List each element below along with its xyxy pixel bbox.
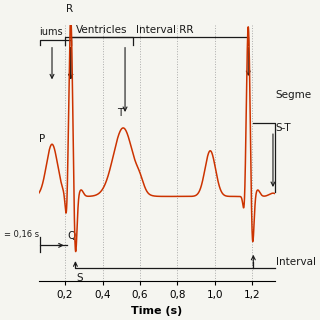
- Text: T: T: [117, 108, 124, 118]
- Text: S: S: [76, 273, 83, 283]
- Text: = 0,16 s: = 0,16 s: [4, 230, 39, 239]
- Text: Segme: Segme: [276, 90, 312, 100]
- Text: Interval RR: Interval RR: [136, 25, 194, 35]
- Text: S-T: S-T: [276, 123, 292, 133]
- Text: Ventricles: Ventricles: [76, 25, 128, 35]
- Text: Q: Q: [67, 231, 75, 241]
- X-axis label: Time (s): Time (s): [131, 306, 182, 316]
- Text: iums: iums: [39, 27, 63, 36]
- Text: R: R: [66, 4, 73, 14]
- Text: Interval: Interval: [276, 257, 316, 267]
- Text: P: P: [39, 134, 45, 144]
